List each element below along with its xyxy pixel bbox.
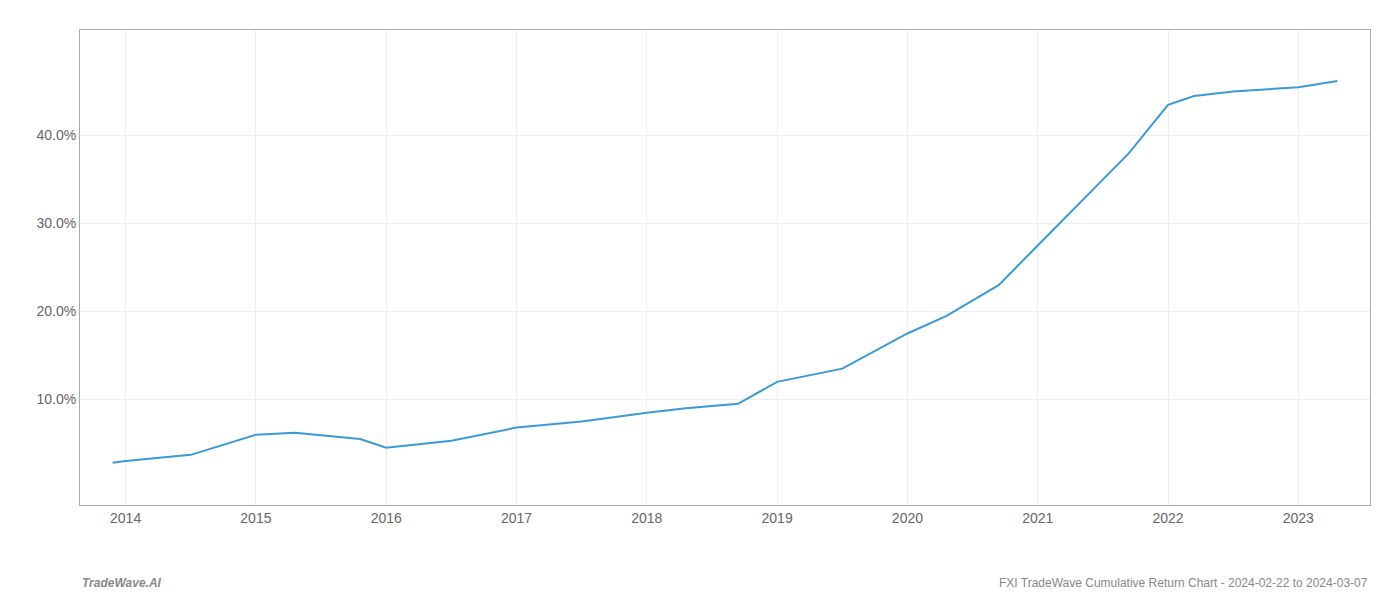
svg-text:30.0%: 30.0% bbox=[36, 215, 76, 231]
svg-text:2017: 2017 bbox=[501, 510, 532, 526]
svg-text:40.0%: 40.0% bbox=[36, 127, 76, 143]
svg-text:20.0%: 20.0% bbox=[36, 303, 76, 319]
svg-text:2021: 2021 bbox=[1022, 510, 1053, 526]
svg-text:2022: 2022 bbox=[1152, 510, 1183, 526]
svg-text:2023: 2023 bbox=[1283, 510, 1314, 526]
svg-text:2018: 2018 bbox=[631, 510, 662, 526]
svg-text:TradeWave.AI: TradeWave.AI bbox=[82, 576, 162, 590]
svg-text:FXI TradeWave Cumulative Retur: FXI TradeWave Cumulative Return Chart - … bbox=[999, 576, 1368, 590]
svg-text:10.0%: 10.0% bbox=[36, 391, 76, 407]
svg-text:2020: 2020 bbox=[892, 510, 923, 526]
svg-text:2016: 2016 bbox=[371, 510, 402, 526]
svg-text:2015: 2015 bbox=[240, 510, 271, 526]
svg-text:2019: 2019 bbox=[762, 510, 793, 526]
svg-text:2014: 2014 bbox=[110, 510, 141, 526]
